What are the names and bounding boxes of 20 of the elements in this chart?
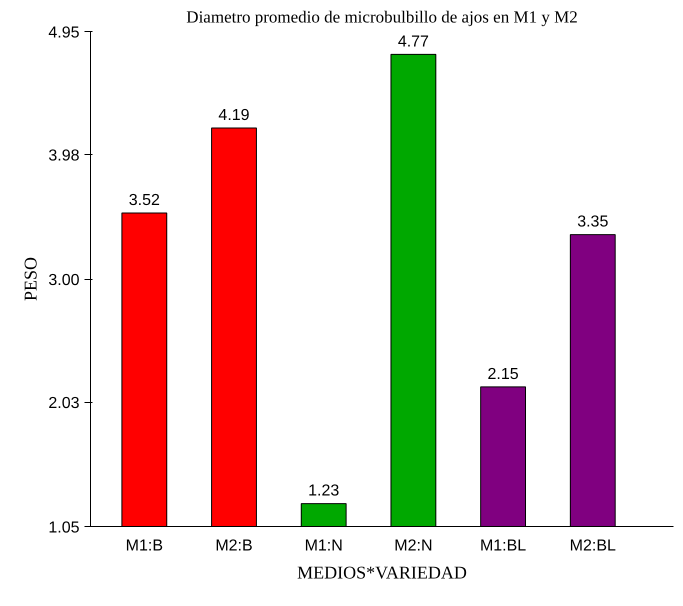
data-label: 4.19 [218,106,250,124]
x-tick-label: M1:N [304,538,343,554]
y-tick-label: 3.98 [48,148,80,165]
y-tick-label: 2.03 [48,395,80,412]
x-tick-label: M1:B [126,538,163,554]
x-tick-label: M2:BL [570,538,616,554]
x-tick-label: M2:B [215,538,253,554]
x-tick-label: M2:N [394,538,433,554]
y-tick-label: 4.95 [48,24,80,42]
data-label: 3.52 [128,192,160,209]
chart-title: Diametro promedio de microbulbillo de ajos en M1 y M2 [186,8,578,26]
y-axis-title: PESO [20,256,40,302]
data-label: 2.15 [488,366,519,383]
data-label: 4.77 [398,33,430,50]
y-tick-label: 1.05 [48,520,80,536]
data-label: 1.23 [308,482,340,500]
data-label: 3.35 [577,214,608,231]
x-tick-label: M1:BL [480,538,526,554]
x-axis-title: MEDIOS*VARIEDAD [297,562,467,582]
y-tick-label: 3.00 [48,272,80,289]
